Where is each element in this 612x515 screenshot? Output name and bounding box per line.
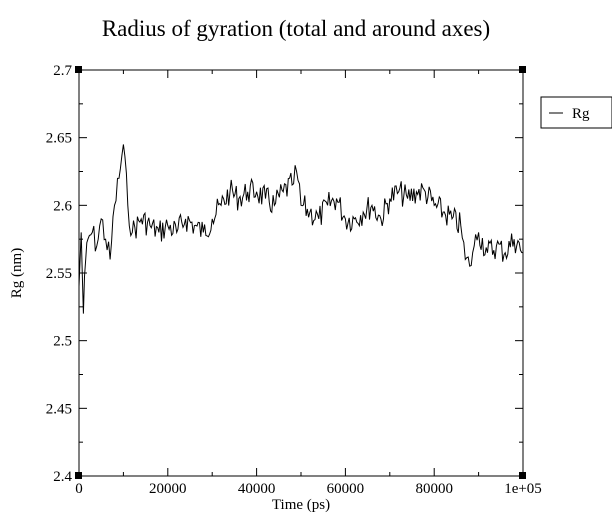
- corner-marker: [75, 66, 82, 73]
- corner-marker: [75, 472, 82, 479]
- x-tick-label: 40000: [238, 481, 276, 497]
- y-tick-label: 2.5: [53, 334, 72, 350]
- y-axis: 2.4 2.45 2.5 2.55 2.6 2.65 2.7: [46, 63, 523, 485]
- x-tick-label: 80000: [415, 481, 453, 497]
- corner-marker: [519, 472, 526, 479]
- x-axis-label: Time (ps): [272, 497, 330, 513]
- corner-marker: [519, 66, 526, 73]
- y-tick-label: 2.6: [53, 198, 72, 214]
- y-tick-label: 2.7: [53, 63, 72, 79]
- y-tick-label: 2.45: [46, 401, 72, 417]
- y-tick-label: 2.65: [46, 131, 72, 147]
- chart-title: Radius of gyration (total and around axe…: [102, 16, 490, 41]
- x-tick-label: 60000: [327, 481, 365, 497]
- legend-label-rg: Rg: [572, 106, 590, 122]
- series-line-rg: [78, 144, 524, 314]
- y-axis-label: Rg (nm): [9, 248, 25, 298]
- x-tick-label: 1e+05: [504, 481, 542, 497]
- y-tick-label: 2.55: [46, 266, 72, 282]
- plot-frame: [78, 69, 524, 477]
- x-tick-label: 0: [75, 481, 83, 497]
- x-axis: 0 20000 40000 60000 80000 1e+05: [75, 70, 542, 497]
- y-tick-label: 2.4: [53, 469, 72, 485]
- legend: Rg: [540, 96, 612, 129]
- x-tick-label: 20000: [149, 481, 187, 497]
